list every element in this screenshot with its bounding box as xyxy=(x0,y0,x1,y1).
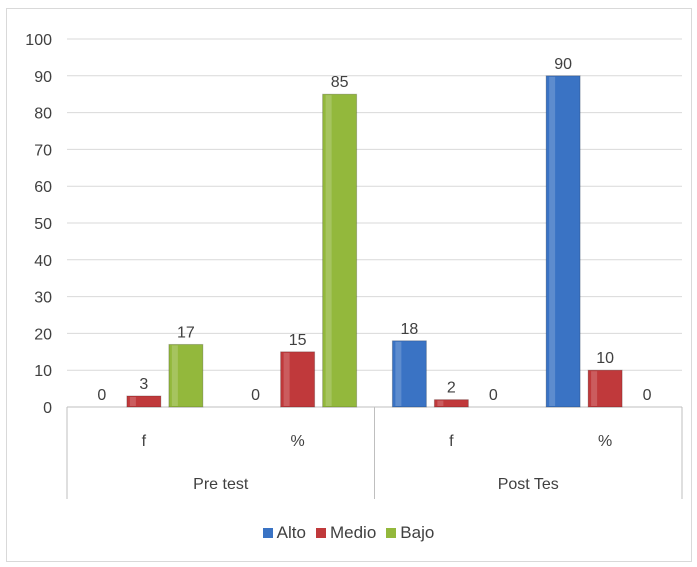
data-label: 2 xyxy=(447,380,456,397)
data-label: 85 xyxy=(331,74,349,91)
x-tick-label: f xyxy=(142,433,147,450)
bar-highlight xyxy=(283,352,290,406)
y-tick-label: 0 xyxy=(43,400,52,417)
x-tick-label: f xyxy=(449,433,454,450)
legend-swatch-alto xyxy=(262,528,273,538)
y-tick-label: 80 xyxy=(34,106,52,123)
legend-swatch-medio xyxy=(315,528,326,538)
bar-medio xyxy=(280,351,316,408)
bar-highlight xyxy=(591,371,598,406)
legend-label-alto: Alto xyxy=(276,523,306,542)
bar-alto xyxy=(545,75,581,408)
legend-item-bajo: Bajo xyxy=(386,523,434,543)
bar-highlight xyxy=(129,396,136,406)
bar-bajo xyxy=(168,343,204,408)
x-group-label: Pre test xyxy=(193,476,249,493)
y-tick-label: 70 xyxy=(34,142,52,159)
x-group-label: Post Tes xyxy=(498,476,559,493)
legend-item-alto: Alto xyxy=(262,523,306,543)
y-tick-label: 60 xyxy=(34,179,52,196)
bar-highlight xyxy=(395,341,402,406)
bar-medio xyxy=(126,395,162,408)
legend-label-medio: Medio xyxy=(329,523,377,542)
y-tick-label: 30 xyxy=(34,290,52,307)
legend: Alto Medio Bajo xyxy=(0,523,697,543)
bar-highlight xyxy=(549,76,556,407)
bar-medio xyxy=(433,399,469,408)
x-tick-label: % xyxy=(291,433,305,450)
bar-highlight xyxy=(437,400,444,406)
y-tick-label: 10 xyxy=(34,363,52,380)
x-tick-label: % xyxy=(598,433,612,450)
data-label: 0 xyxy=(97,387,106,404)
y-tick-label: 20 xyxy=(34,326,52,343)
legend-swatch-bajo xyxy=(386,528,397,538)
bar-highlight xyxy=(171,345,178,406)
legend-item-medio: Medio xyxy=(315,523,377,543)
data-label: 0 xyxy=(643,387,652,404)
data-label: 0 xyxy=(489,387,498,404)
data-label: 0 xyxy=(251,387,260,404)
y-tick-label: 100 xyxy=(25,32,52,49)
data-label: 15 xyxy=(289,332,307,349)
legend-label-bajo: Bajo xyxy=(400,523,435,542)
y-tick-label: 40 xyxy=(34,253,52,270)
data-label: 3 xyxy=(139,376,148,393)
y-tick-label: 50 xyxy=(34,216,52,233)
data-label: 90 xyxy=(554,56,572,73)
bar-alto xyxy=(391,340,427,408)
data-label: 18 xyxy=(400,321,418,338)
data-label: 17 xyxy=(177,324,195,341)
bar-medio xyxy=(587,369,623,408)
y-tick-label: 90 xyxy=(34,69,52,86)
data-label: 10 xyxy=(596,350,614,367)
bar-bajo xyxy=(322,93,358,408)
bar-highlight xyxy=(325,95,332,406)
